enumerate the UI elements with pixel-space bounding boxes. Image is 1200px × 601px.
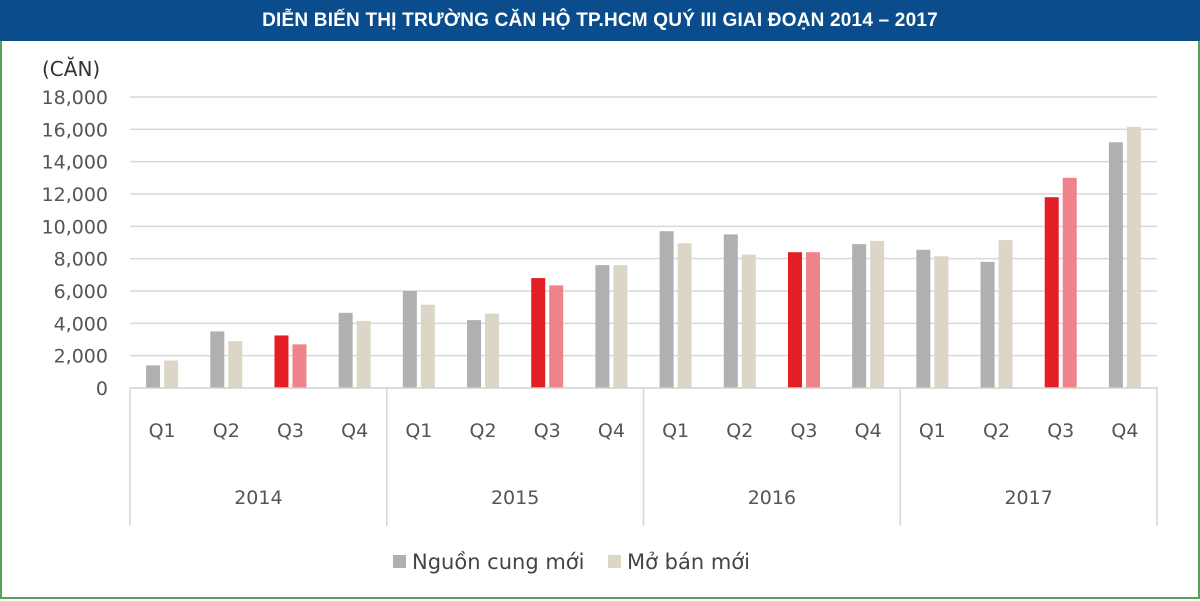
bar-nguon-cung-moi-2014-Q1: [146, 365, 161, 388]
y-axis-ticks: 0 2,000 4,000 6,000 8,000 10,000 12,000 14,000 1…: [42, 87, 108, 400]
x-axis: Q1 Q2 Q3 Q4 Q1 Q2 Q3 Q4 Q1 Q2 Q3 Q4 Q1 Q2 Q3 Q4 2014 2015…: [129, 387, 1158, 526]
bar-mo-ban-moi-2014-Q3: [292, 344, 307, 388]
bar-mo-ban-moi-2015-Q3: [549, 285, 564, 388]
x-group-label: 2016: [748, 487, 796, 509]
bar-nguon-cung-moi-2017-Q1: [916, 249, 931, 388]
bar-mo-ban-moi-2014-Q1: [164, 360, 179, 388]
bar-nguon-cung-moi-2016-Q3: [787, 252, 802, 388]
y-tick-label: 4,000: [54, 313, 108, 335]
bar-nguon-cung-moi-2014-Q3: [274, 335, 289, 388]
bar-mo-ban-moi-2014-Q2: [228, 341, 243, 388]
x-tick-label: Q2: [470, 420, 497, 442]
x-tick-label: Q2: [983, 420, 1010, 442]
bar-mo-ban-moi-2016-Q4: [870, 240, 885, 388]
x-group-label: 2015: [491, 487, 539, 509]
bar-nguon-cung-moi-2017-Q2: [980, 261, 995, 388]
legend-label: Nguồn cung mới: [412, 550, 585, 574]
bar-nguon-cung-moi-2016-Q4: [852, 244, 867, 388]
x-tick-label: Q4: [1111, 420, 1138, 442]
x-tick-label: Q1: [149, 420, 176, 442]
bar-nguon-cung-moi-2015-Q1: [402, 291, 417, 388]
y-tick-label: 10,000: [42, 216, 108, 238]
x-tick-label: Q4: [598, 420, 625, 442]
legend: Nguồn cung mới Mở bán mới: [393, 550, 750, 574]
bar-mo-ban-moi-2016-Q1: [677, 243, 692, 388]
x-tick-label: Q3: [534, 420, 561, 442]
bar-mo-ban-moi-2015-Q2: [485, 313, 500, 388]
bar-mo-ban-moi-2016-Q3: [805, 252, 820, 388]
bar-nguon-cung-moi-2015-Q3: [531, 278, 546, 388]
y-tick-label: 12,000: [42, 184, 108, 206]
x-tick-label: Q4: [341, 420, 368, 442]
bar-nguon-cung-moi-2015-Q4: [595, 265, 610, 388]
x-tick-label: Q2: [726, 420, 753, 442]
y-tick-label: 14,000: [42, 152, 108, 174]
bar-mo-ban-moi-2015-Q4: [613, 265, 628, 388]
bar-nguon-cung-moi-2017-Q3: [1044, 197, 1059, 388]
x-tick-label: Q1: [662, 420, 689, 442]
x-group-label: 2017: [1004, 487, 1052, 509]
bar-mo-ban-moi-2017-Q2: [998, 240, 1013, 388]
x-tick-label: Q1: [405, 420, 432, 442]
legend-swatch: [608, 555, 621, 568]
bar-nguon-cung-moi-2017-Q4: [1108, 142, 1123, 388]
bar-mo-ban-moi-2017-Q3: [1062, 177, 1077, 388]
bar-nguon-cung-moi-2015-Q2: [467, 320, 482, 388]
legend-label: Mở bán mới: [627, 550, 750, 574]
y-tick-label: 16,000: [42, 119, 108, 141]
chart-title: DIỄN BIẾN THỊ TRƯỜNG CĂN HỘ TP.HCM QUÝ I…: [0, 0, 1200, 41]
bar-nguon-cung-moi-2014-Q4: [338, 312, 353, 388]
x-tick-label: Q3: [277, 420, 304, 442]
y-tick-label: 0: [96, 378, 108, 400]
legend-swatch: [393, 555, 406, 568]
bar-nguon-cung-moi-2016-Q1: [659, 231, 674, 388]
y-tick-label: 6,000: [54, 281, 108, 303]
bars: [146, 126, 1141, 389]
y-tick-label: 2,000: [54, 346, 108, 368]
x-tick-label: Q3: [1047, 420, 1074, 442]
bar-nguon-cung-moi-2016-Q2: [723, 234, 738, 388]
bar-mo-ban-moi-2015-Q1: [420, 304, 435, 388]
bar-nguon-cung-moi-2014-Q2: [210, 331, 225, 388]
x-tick-label: Q2: [213, 420, 240, 442]
x-tick-label: Q3: [790, 420, 817, 442]
bar-mo-ban-moi-2017-Q1: [934, 256, 949, 388]
x-tick-label: Q1: [919, 420, 946, 442]
x-group-label: 2014: [234, 487, 282, 509]
y-tick-label: 8,000: [54, 249, 108, 271]
y-tick-label: 18,000: [42, 87, 108, 109]
gridlines: [130, 96, 1157, 357]
y-axis-unit-label: (CĂN): [42, 57, 100, 81]
bar-mo-ban-moi-2016-Q2: [741, 254, 756, 388]
x-tick-label: Q4: [855, 420, 882, 442]
bar-mo-ban-moi-2014-Q4: [356, 320, 371, 388]
bar-mo-ban-moi-2017-Q4: [1126, 126, 1141, 389]
